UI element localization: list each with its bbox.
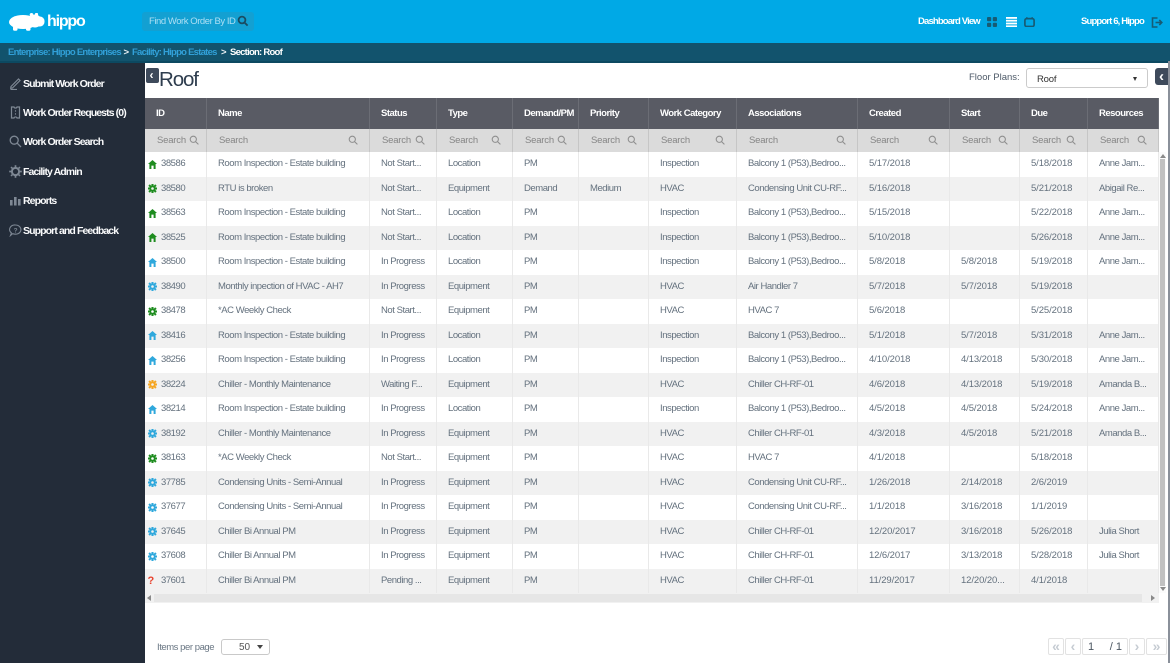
svg-text:?: ? bbox=[14, 227, 18, 234]
